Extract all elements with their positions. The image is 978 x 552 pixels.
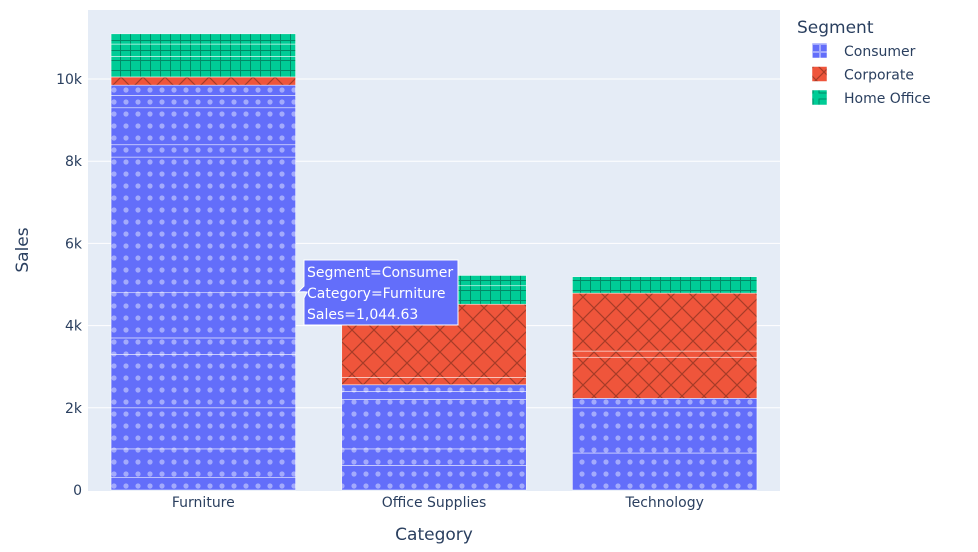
tooltip-box [296,259,459,326]
hover-tooltip: Segment=Consumer Category=Furniture Sale… [296,259,459,326]
legend-item-consumer[interactable]: Consumer [811,42,916,60]
bar-segment-corporate-office-supplies[interactable] [341,377,527,386]
bar-segment-consumer-furniture[interactable] [110,107,296,146]
y-tick-label: 4k [65,319,83,335]
tooltip-line-sales: Sales=1,044.63 [307,307,418,323]
bar-segment-consumer-furniture[interactable] [110,144,296,158]
bar-segment-consumer-office-supplies[interactable] [341,399,527,450]
legend-item-corporate[interactable]: Corporate [811,66,914,84]
legend-swatch-corporate [811,66,828,82]
x-tick-label: Furniture [172,495,235,511]
bar-segment-consumer-office-supplies[interactable] [341,465,527,491]
bar-segment-consumer-office-supplies[interactable] [341,448,527,466]
y-tick-label: 6k [65,236,83,252]
bar-segment-consumer-technology[interactable] [572,407,758,454]
legend: Segment Consumer Corporate Home Office [797,18,931,107]
bars [110,33,758,491]
x-axis-ticks: Furniture Office Supplies Technology [172,495,704,511]
x-tick-label: Technology [624,495,703,511]
bar-segment-consumer-technology[interactable] [572,398,758,409]
bar-segment-home-office-furniture[interactable] [110,56,296,78]
bar-segment-home-office-furniture[interactable] [110,43,296,57]
bar-segment-corporate-technology[interactable] [572,356,758,399]
bar-segment-corporate-technology[interactable] [572,292,758,352]
legend-label: Consumer [844,44,916,60]
legend-title: Segment [797,18,874,38]
bar-segment-corporate-technology[interactable] [572,350,758,358]
bar-segment-corporate-furniture[interactable] [110,76,296,86]
legend-item-home-office[interactable]: Home Office [811,89,931,107]
x-axis-title: Category [395,525,473,545]
bar-segment-consumer-furniture[interactable] [110,95,296,109]
tooltip-line-segment: Segment=Consumer [307,265,453,281]
bar-segment-consumer-furniture[interactable] [110,292,296,339]
bar-segment-consumer-office-supplies[interactable] [341,391,527,400]
y-tick-label: 2k [65,401,83,417]
legend-swatch-home-office [811,89,828,106]
y-axis-title: Sales [13,227,33,272]
legend-swatch-consumer [811,42,828,59]
bar-segment-consumer-furniture[interactable] [110,407,296,450]
y-tick-label: 10k [56,72,83,88]
legend-label: Home Office [844,91,931,107]
tooltip-line-category: Category=Furniture [307,286,446,302]
bar-segment-consumer-furniture[interactable] [110,448,296,478]
bar-segment-consumer-furniture[interactable] [110,84,296,96]
y-tick-label: 8k [65,154,83,170]
bar-segment-consumer-furniture[interactable] [110,156,296,294]
bar-segment-home-office-technology[interactable] [572,276,758,294]
bar-segment-consumer-office-supplies[interactable] [341,384,527,392]
bar-segment-consumer-furniture[interactable] [110,477,296,491]
x-tick-label: Office Supplies [382,495,487,511]
bar-segment-home-office-furniture[interactable] [110,33,296,45]
y-axis-ticks: 0 2k 4k 6k 8k 10k [56,72,83,499]
bar-segment-consumer-furniture[interactable] [110,337,296,355]
bar-segment-consumer-technology[interactable] [572,452,758,491]
bar-segment-consumer-furniture[interactable] [110,354,296,409]
legend-label: Corporate [844,68,914,84]
y-tick-label: 0 [73,483,82,499]
